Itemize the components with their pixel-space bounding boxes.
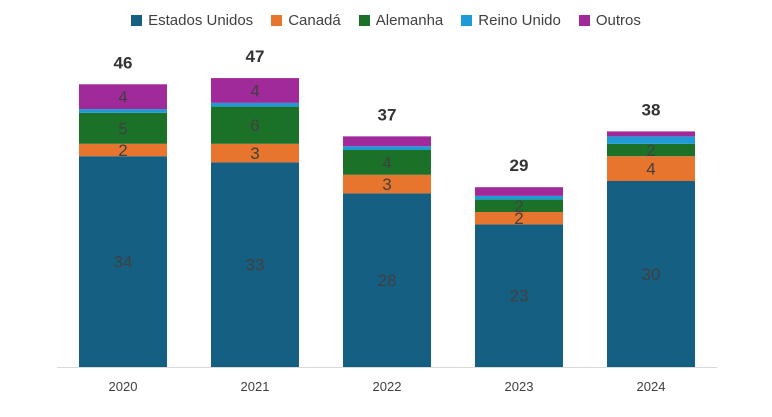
total-label: 37 — [378, 105, 397, 124]
data-label: 3 — [382, 175, 391, 194]
bar-segment — [475, 187, 563, 196]
x-tick-label: 2022 — [373, 379, 402, 394]
data-label: 6 — [250, 116, 259, 135]
bar-segment — [343, 150, 431, 175]
legend-swatch — [461, 15, 473, 26]
total-label: 38 — [642, 100, 661, 119]
bar-segment — [211, 78, 299, 103]
data-label: 4 — [118, 88, 127, 107]
legend-swatch — [358, 15, 370, 26]
data-label: 3 — [250, 144, 259, 163]
bar-segment — [475, 212, 563, 225]
legend-swatch — [578, 15, 590, 26]
bar-segment — [343, 193, 431, 367]
bar-segment — [343, 146, 431, 150]
data-label: 4 — [382, 153, 391, 172]
data-label: 2 — [118, 141, 127, 160]
bar-segment — [211, 106, 299, 144]
legend-item: Reino Unido — [461, 12, 561, 29]
x-tick-label: 2020 — [109, 379, 138, 394]
bar-segment — [343, 174, 431, 194]
data-label: 34 — [114, 253, 133, 272]
bar-segment — [607, 131, 695, 137]
bar-segment — [79, 84, 167, 110]
legend: Estados Unidos Canadá Alemanha Reino Unido O… — [0, 12, 772, 29]
legend-item: Estados Unidos — [131, 12, 253, 29]
data-label: 4 — [646, 160, 655, 179]
legend-item: Alemanha — [358, 12, 444, 29]
data-label: 30 — [642, 265, 661, 284]
data-label: 4 — [250, 81, 259, 100]
bar-segment — [79, 156, 167, 367]
legend-item: Outros — [578, 12, 641, 29]
data-label: 33 — [246, 256, 265, 275]
legend-label: Estados Unidos — [148, 12, 254, 29]
bar-segment — [607, 136, 695, 144]
total-label: 46 — [114, 53, 133, 72]
x-tick-label: 2023 — [505, 379, 534, 394]
legend-label: Reino Unido — [478, 12, 561, 29]
x-tick-label: 2021 — [241, 379, 270, 394]
bar-segment — [79, 109, 167, 113]
legend-swatch — [131, 15, 143, 26]
bar-segment — [607, 156, 695, 181]
bar-segment — [211, 162, 299, 367]
data-label: 28 — [378, 271, 397, 290]
data-label: 2 — [646, 141, 655, 160]
bar-segment — [475, 195, 563, 200]
legend-label: Alemanha — [375, 12, 444, 29]
x-tick-label: 2024 — [637, 379, 666, 394]
data-label: 5 — [118, 119, 127, 138]
total-label: 47 — [246, 47, 265, 66]
bar-segment — [79, 112, 167, 144]
bar-segment — [475, 224, 563, 367]
bar-segment — [343, 136, 431, 147]
legend-label: Outros — [595, 12, 641, 29]
bar-segment — [211, 102, 299, 107]
bar-segment — [211, 143, 299, 163]
total-label: 29 — [510, 156, 529, 175]
legend-swatch — [271, 15, 283, 26]
data-label: 2 — [514, 197, 523, 216]
bar-segment — [607, 143, 695, 157]
bar-segment — [79, 143, 167, 157]
data-label: 23 — [510, 287, 529, 306]
legend-label: Canadá — [288, 12, 341, 29]
bar-segment — [475, 199, 563, 212]
bar-segment — [607, 181, 695, 367]
data-label: 2 — [514, 209, 523, 228]
legend-item: Canadá — [271, 12, 341, 29]
